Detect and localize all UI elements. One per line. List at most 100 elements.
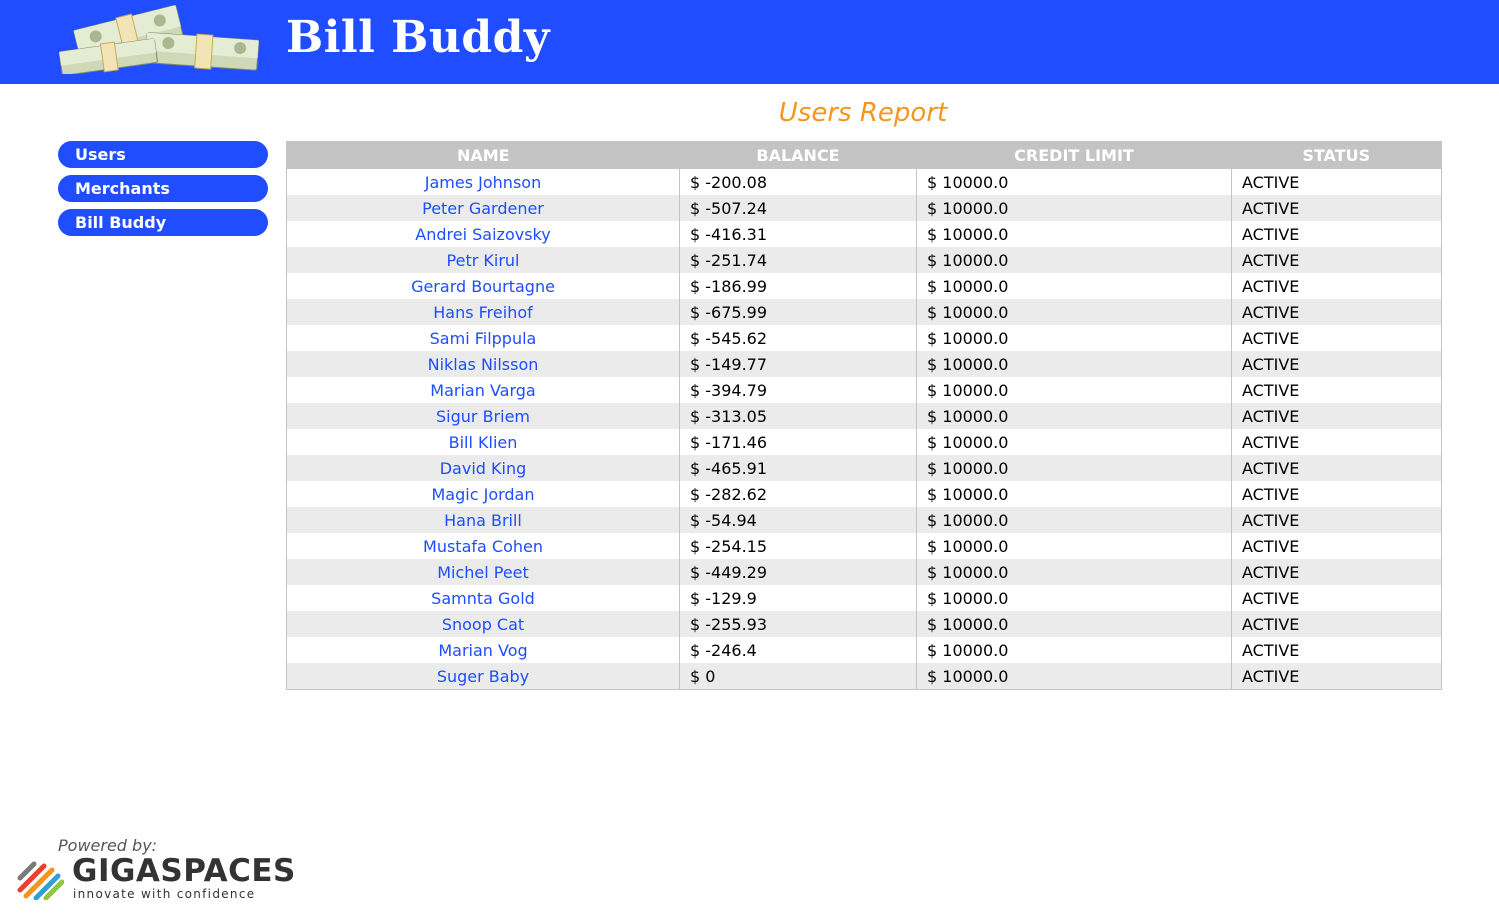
credit-limit-cell: $ 10000.0: [916, 403, 1232, 429]
status-cell: ACTIVE: [1231, 273, 1442, 299]
user-name-link[interactable]: Marian Vog: [438, 640, 528, 660]
balance-cell: $ -246.4: [679, 637, 917, 663]
balance-cell: $ -54.94: [679, 507, 917, 533]
balance-cell: $ -282.62: [679, 481, 917, 507]
users-table-container: NAME BALANCE CREDIT LIMIT STATUS James J…: [286, 141, 1442, 690]
status-cell: ACTIVE: [1231, 169, 1442, 195]
table-row: Mustafa Cohen $ -254.15 $ 10000.0 ACTIVE: [287, 533, 1442, 559]
balance-cell: $ -200.08: [679, 169, 917, 195]
user-name-link[interactable]: Bill Klien: [448, 432, 518, 452]
balance-cell: $ -394.79: [679, 377, 917, 403]
balance-cell: $ -186.99: [679, 273, 917, 299]
status-cell: ACTIVE: [1231, 637, 1442, 663]
table-row: Samnta Gold $ -129.9 $ 10000.0 ACTIVE: [287, 585, 1442, 611]
credit-limit-cell: $ 10000.0: [916, 663, 1232, 690]
balance-cell: $ -313.05: [679, 403, 917, 429]
user-name-link[interactable]: Magic Jordan: [431, 484, 535, 504]
table-row: David King $ -465.91 $ 10000.0 ACTIVE: [286, 455, 1442, 481]
table-row: Hana Brill $ -54.94 $ 10000.0 ACTIVE: [286, 507, 1442, 533]
status-cell: ACTIVE: [1231, 559, 1442, 585]
user-name-link[interactable]: Niklas Nilsson: [286, 351, 680, 377]
user-name-link[interactable]: Suger Baby: [286, 663, 680, 690]
table-row: Michel Peet $ -449.29 $ 10000.0 ACTIVE: [286, 559, 1442, 585]
credit-limit-cell: $ 10000.0: [916, 169, 1232, 195]
sidebar-item-merchants[interactable]: Merchants: [58, 175, 268, 202]
user-name-link[interactable]: Gerard Bourtagne: [411, 276, 555, 296]
user-name-link[interactable]: Michel Peet: [286, 559, 680, 585]
balance-cell: $ -449.29: [679, 559, 917, 585]
table-row: Marian Vog $ -246.4 $ 10000.0 ACTIVE: [287, 637, 1442, 663]
credit-limit-cell: $ 10000.0: [916, 429, 1232, 455]
sidebar-item-users[interactable]: Users: [58, 141, 268, 168]
user-name-link[interactable]: David King: [286, 455, 680, 481]
credit-limit-cell: $ 10000.0: [916, 351, 1232, 377]
credit-limit-cell: $ 10000.0: [916, 325, 1232, 351]
credit-limit-cell: $ 10000.0: [916, 507, 1232, 533]
sidebar-nav: Users Merchants Bill Buddy: [58, 141, 268, 243]
table-row: Niklas Nilsson $ -149.77 $ 10000.0 ACTIVE: [286, 351, 1442, 377]
user-name-link[interactable]: Snoop Cat: [286, 611, 680, 637]
balance-cell: $ -129.9: [679, 585, 917, 611]
sidebar-item-bill-buddy[interactable]: Bill Buddy: [58, 209, 268, 236]
brand-name: GIGASPACES: [72, 853, 296, 889]
balance-cell: $ -675.99: [679, 299, 917, 325]
user-name-link[interactable]: Sami Filppula: [429, 328, 537, 348]
credit-limit-cell: $ 10000.0: [916, 195, 1232, 221]
balance-cell: $ -545.62: [679, 325, 917, 351]
user-name-link[interactable]: Peter Gardener: [286, 195, 680, 221]
table-row: Gerard Bourtagne $ -186.99 $ 10000.0 ACTIVE: [287, 273, 1442, 299]
app-title: Bill Buddy: [286, 12, 550, 63]
balance-cell: $ -149.77: [679, 351, 917, 377]
credit-limit-cell: $ 10000.0: [916, 533, 1232, 559]
status-cell: ACTIVE: [1231, 195, 1442, 221]
table-row: Andrei Saizovsky $ -416.31 $ 10000.0 ACTIVE: [287, 221, 1442, 247]
users-table: NAME BALANCE CREDIT LIMIT STATUS James J…: [286, 141, 1442, 690]
credit-limit-cell: $ 10000.0: [916, 221, 1232, 247]
gigaspaces-logo-icon: [17, 861, 64, 900]
table-row: Marian Varga $ -394.79 $ 10000.0 ACTIVE: [287, 377, 1442, 403]
status-cell: ACTIVE: [1231, 455, 1442, 481]
balance-cell: $ -251.74: [679, 247, 917, 273]
balance-cell: $ -254.15: [679, 533, 917, 559]
column-header-name: NAME: [286, 141, 680, 169]
user-name-link[interactable]: Hans Freihof: [286, 299, 680, 325]
balance-cell: $ -416.31: [679, 221, 917, 247]
credit-limit-cell: $ 10000.0: [916, 481, 1232, 507]
user-name-link[interactable]: Samnta Gold: [431, 588, 535, 608]
credit-limit-cell: $ 10000.0: [916, 299, 1232, 325]
status-cell: ACTIVE: [1231, 611, 1442, 637]
app-header: Bill Buddy: [0, 0, 1499, 84]
page-title: Users Report: [778, 98, 948, 128]
balance-cell: $ -507.24: [679, 195, 917, 221]
credit-limit-cell: $ 10000.0: [916, 637, 1232, 663]
credit-limit-cell: $ 10000.0: [916, 585, 1232, 611]
status-cell: ACTIVE: [1231, 507, 1442, 533]
money-stacks-icon: [58, 5, 260, 74]
user-name-link[interactable]: Hana Brill: [286, 507, 680, 533]
powered-by-label: Powered by:: [58, 836, 158, 855]
column-header-status: STATUS: [1231, 141, 1442, 169]
status-cell: ACTIVE: [1231, 429, 1442, 455]
status-cell: ACTIVE: [1231, 351, 1442, 377]
status-cell: ACTIVE: [1231, 299, 1442, 325]
balance-cell: $ 0: [679, 663, 917, 690]
user-name-link[interactable]: Marian Varga: [430, 380, 536, 400]
table-row: Snoop Cat $ -255.93 $ 10000.0 ACTIVE: [286, 611, 1442, 637]
table-header-row: NAME BALANCE CREDIT LIMIT STATUS: [286, 141, 1442, 169]
balance-cell: $ -465.91: [679, 455, 917, 481]
user-name-link[interactable]: Petr Kirul: [286, 247, 680, 273]
brand-tagline: innovate with confidence: [73, 887, 256, 901]
status-cell: ACTIVE: [1231, 247, 1442, 273]
table-row: Suger Baby $ 0 $ 10000.0 ACTIVE: [286, 663, 1442, 690]
status-cell: ACTIVE: [1231, 585, 1442, 611]
user-name-link[interactable]: Mustafa Cohen: [423, 536, 543, 556]
user-name-link[interactable]: James Johnson: [424, 172, 542, 192]
user-name-link[interactable]: Sigur Briem: [286, 403, 680, 429]
table-row: James Johnson $ -200.08 $ 10000.0 ACTIVE: [287, 169, 1442, 195]
credit-limit-cell: $ 10000.0: [916, 455, 1232, 481]
user-name-link[interactable]: Andrei Saizovsky: [415, 224, 551, 244]
status-cell: ACTIVE: [1231, 325, 1442, 351]
column-header-credit-limit: CREDIT LIMIT: [916, 141, 1232, 169]
table-row: Peter Gardener $ -507.24 $ 10000.0 ACTIVE: [286, 195, 1442, 221]
credit-limit-cell: $ 10000.0: [916, 559, 1232, 585]
